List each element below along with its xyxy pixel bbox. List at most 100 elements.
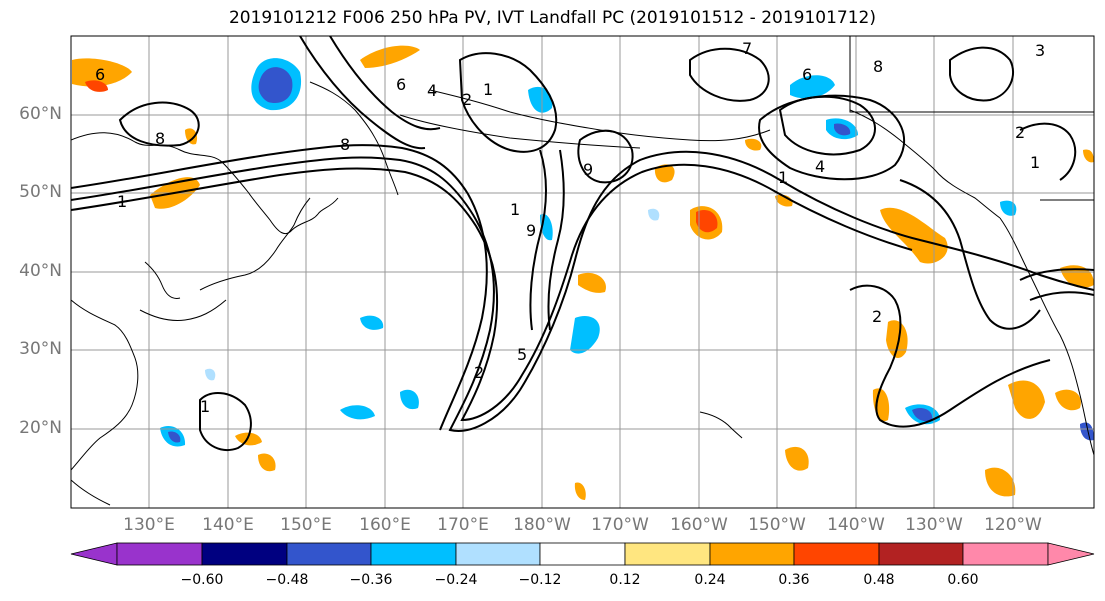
contour-label: 4 (427, 81, 437, 100)
lat-label: 50°N (19, 182, 62, 202)
hawaii (699, 411, 743, 439)
pv-positive-blob (85, 80, 108, 92)
colorbar-segment (793, 542, 880, 566)
lon-label: 140°E (202, 515, 254, 535)
colorbar-tick-label: −0.36 (349, 572, 393, 588)
colorbar-tick-label: 0.12 (609, 572, 641, 588)
lon-label: 120°W (984, 515, 1042, 535)
pv-negative-strong-blob (258, 67, 293, 104)
contour-label: 7 (742, 39, 752, 58)
asia-coast (71, 132, 339, 235)
graticule (71, 36, 1094, 508)
colorbar-tick-label: −0.48 (265, 572, 309, 588)
colorbar-segment (624, 542, 711, 566)
lon-label: 180°W (513, 515, 571, 535)
contour-label: 6 (396, 75, 406, 94)
china-coast (71, 299, 139, 471)
colorbar-tick-label: −0.24 (434, 572, 478, 588)
pv-positive-blob (72, 58, 132, 87)
contour-label: 2 (462, 90, 472, 109)
colorbar-segment (962, 542, 1049, 566)
contour-line (758, 94, 906, 181)
pv-negative-blob (570, 316, 600, 354)
colorbar-segment (539, 542, 626, 566)
lon-label: 160°E (359, 515, 411, 535)
lat-label: 40°N (19, 261, 62, 281)
pv-negative-blob (528, 86, 553, 113)
japan-south (139, 299, 227, 321)
colorbar-segment (116, 542, 203, 566)
contour-line (1019, 268, 1094, 281)
contour-line (118, 101, 200, 147)
lon-label: 140°W (827, 515, 885, 535)
colorbar-tick-label: 0.60 (947, 572, 979, 588)
contour-label: 8 (340, 135, 350, 154)
contour-line (529, 149, 547, 331)
pv-positive-blob (985, 467, 1016, 497)
contour-label: 1 (778, 168, 788, 187)
map-title: 2019101212 F006 250 hPa PV, IVT Landfall… (228, 8, 876, 28)
pv-positive-blob (258, 453, 276, 472)
pv-positive-blob (785, 446, 809, 471)
contour-line (899, 179, 1041, 330)
pv-positive-blob (185, 128, 198, 145)
lat-label: 60°N (19, 104, 62, 124)
colorbar-segment (370, 542, 457, 566)
contour-label: 5 (517, 345, 527, 364)
pv-negative-strong-blob (834, 123, 851, 136)
philippines (71, 479, 111, 506)
pv-negative-blob (1080, 422, 1094, 441)
korea (144, 261, 181, 299)
lon-label: 130°W (905, 515, 963, 535)
pv-negative-blob (340, 405, 375, 420)
lon-label: 170°E (437, 515, 489, 535)
colorbar-tick-label: 0.36 (778, 572, 810, 588)
contour-label: 1 (510, 200, 520, 219)
contour-line (689, 47, 770, 102)
contour-line (199, 392, 252, 451)
pv-positive-strong-blob (696, 209, 718, 233)
pv-positive-blob (1083, 149, 1094, 163)
plot-border (70, 35, 1095, 509)
pv-negative-blob (400, 389, 419, 410)
alaska-coast (429, 89, 771, 142)
pv-positive-blob (360, 45, 420, 68)
pv-negative-strong-blob (912, 408, 933, 422)
colorbar-segment (286, 542, 372, 566)
contour-label: 1 (200, 397, 210, 416)
contour-label: 1 (117, 192, 127, 211)
contour-label: 8 (155, 129, 165, 148)
contour-line (1019, 122, 1077, 181)
lat-label: 30°N (19, 339, 62, 359)
contour-line (71, 144, 488, 431)
contour-line (1029, 291, 1094, 301)
contour-line (329, 36, 441, 131)
pv-positive-blob (1008, 380, 1045, 419)
contour-label: 8 (873, 57, 883, 76)
lon-label: 130°E (123, 515, 175, 535)
pv-shading (72, 45, 1094, 500)
canada-border (849, 36, 1094, 113)
pv-positive-blob (654, 164, 675, 183)
pv-negative-blob (648, 208, 660, 221)
colorbar-segment (455, 542, 541, 566)
colorbar-tick-label: −0.60 (180, 572, 224, 588)
colorbar (70, 542, 1095, 566)
kamchatka (309, 81, 399, 196)
contour-line (458, 52, 558, 153)
contour-label: 6 (95, 65, 105, 84)
contour-label: 9 (583, 160, 593, 179)
pv-positive-blob (745, 138, 762, 151)
coastlines (71, 36, 1094, 506)
colorbar-tick-label: 0.48 (863, 572, 895, 588)
contour-label: 4 (815, 157, 825, 176)
pv-negative-blob (360, 315, 384, 330)
lat-label: 20°N (19, 418, 62, 438)
lon-label: 150°E (280, 515, 332, 535)
contour-label: 2 (1015, 123, 1025, 142)
colorbar-extend-high (1047, 542, 1095, 566)
contour-label: 3 (1035, 41, 1045, 60)
pv-positive-blob (578, 272, 606, 293)
colorbar-segment (878, 542, 964, 566)
